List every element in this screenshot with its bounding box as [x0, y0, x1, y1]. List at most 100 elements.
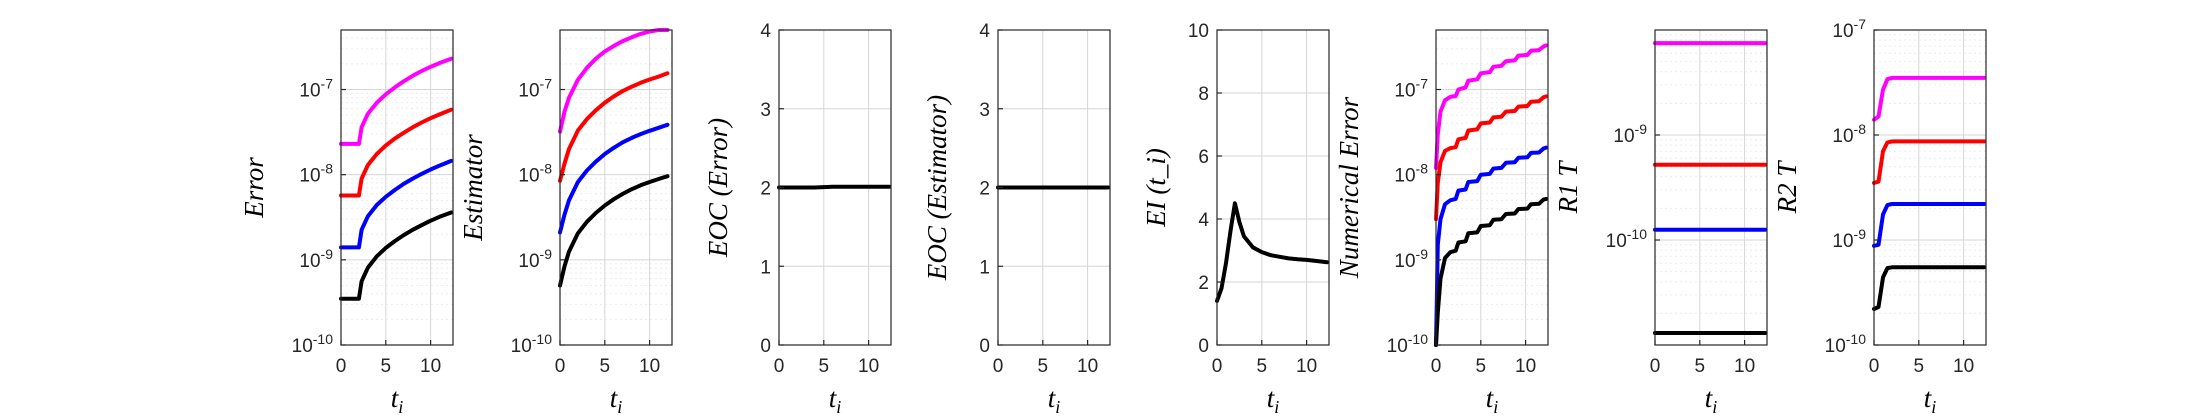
y-tick-label: 10-7	[1832, 16, 1866, 42]
y-axis-label: Estimator	[458, 134, 488, 242]
y-tick-label: 4	[979, 21, 990, 42]
x-axis-label: ti	[610, 383, 623, 417]
x-tick-label: 10	[1296, 356, 1317, 377]
x-tick-label: 5	[1695, 356, 1706, 377]
x-tick-label: 0	[993, 356, 1004, 377]
series-line-1	[558, 28, 670, 134]
x-tick-label: 5	[1914, 356, 1925, 377]
series-line-3	[1872, 202, 1987, 248]
x-tick-label: 5	[1476, 356, 1487, 377]
y-axis-label: Error	[239, 157, 269, 219]
x-axis-label: ti	[1486, 383, 1499, 417]
x-axis-label: ti	[391, 383, 404, 417]
x-axis-label: ti	[1267, 383, 1280, 417]
x-axis-label: ti	[1924, 383, 1937, 417]
y-tick-label: 10-7	[299, 76, 333, 102]
subplot-7: 0 5 10 10-10 10-9 ti R1 T	[1553, 29, 1768, 417]
y-tick-label: 10-10	[292, 331, 334, 357]
series-line-2	[1434, 94, 1549, 222]
y-tick-label: 10-10	[1825, 331, 1867, 357]
series-line-3	[558, 122, 670, 235]
series-line-4	[1434, 196, 1549, 347]
x-tick-label: 5	[1038, 356, 1049, 377]
y-tick-label: 10-9	[299, 246, 333, 272]
y-tick-label: 10-9	[1394, 246, 1428, 272]
x-tick-label: 0	[555, 356, 566, 377]
y-tick-label: 3	[979, 100, 990, 121]
y-tick-label: 10-10	[1387, 331, 1429, 357]
y-tick-label: 4	[1198, 210, 1209, 231]
x-tick-label: 10	[1515, 356, 1536, 377]
y-tick-label: 0	[1198, 336, 1209, 357]
series-line-4	[339, 210, 454, 301]
x-tick-label: 5	[600, 356, 611, 377]
y-axis-label: EOC (Error)	[703, 118, 733, 258]
x-tick-label: 10	[1734, 356, 1755, 377]
y-tick-label: 10-9	[1613, 121, 1647, 147]
y-tick-label: 2	[979, 179, 990, 200]
subplot-1: 0 5 10 10-10 10-9 10-8 10-7 ti Error	[239, 29, 454, 417]
y-axis-label: R1 T	[1553, 160, 1583, 215]
axes-box	[340, 29, 454, 346]
x-tick-label: 10	[1953, 356, 1974, 377]
y-tick-label: 10	[1188, 21, 1209, 42]
y-axis-label: EI (t_i)	[1141, 148, 1171, 228]
axes-box	[1435, 29, 1549, 346]
x-tick-label: 0	[1869, 356, 1880, 377]
y-tick-label: 10-10	[511, 331, 553, 357]
y-axis-label: EOC (Estimator)	[922, 95, 952, 281]
y-axis-label: Numerical Error	[1334, 96, 1364, 279]
y-tick-label: 8	[1198, 84, 1209, 105]
series-line-1	[777, 184, 892, 190]
x-tick-label: 0	[1650, 356, 1661, 377]
y-tick-label: 10-9	[1832, 226, 1866, 252]
x-tick-label: 5	[381, 356, 392, 377]
series-line-4	[1872, 265, 1987, 311]
series-line-1	[1872, 75, 1987, 122]
x-tick-label: 5	[1257, 356, 1268, 377]
series-line-2	[1872, 139, 1987, 185]
y-tick-label: 10-7	[1394, 76, 1428, 102]
subplot-4: 0 5 10 0 1 2 3 4 ti EOC (Estimator)	[922, 21, 1111, 417]
axes-box	[559, 29, 673, 346]
x-tick-label: 0	[774, 356, 785, 377]
y-tick-label: 10-8	[299, 161, 333, 187]
x-tick-label: 10	[858, 356, 879, 377]
y-tick-label: 0	[760, 336, 771, 357]
subplot-6: 0 5 10 10-10 10-9 10-8 10-7 ti Numerical Error	[1334, 29, 1549, 417]
y-tick-label: 1	[760, 257, 771, 278]
x-tick-label: 0	[1431, 356, 1442, 377]
x-tick-label: 10	[420, 356, 441, 377]
series-line-3	[1434, 145, 1549, 347]
x-axis-label: ti	[1705, 383, 1718, 417]
y-tick-label: 10-8	[1394, 161, 1428, 187]
series-line-2	[558, 71, 670, 183]
y-tick-label: 10-9	[518, 246, 552, 272]
y-tick-label: 0	[979, 336, 990, 357]
y-tick-label: 2	[1198, 273, 1209, 294]
x-tick-label: 10	[1077, 356, 1098, 377]
y-tick-label: 10-8	[518, 161, 552, 187]
series-line-1	[1434, 43, 1549, 170]
series-line-4	[558, 174, 670, 288]
y-tick-label: 6	[1198, 147, 1209, 168]
y-tick-label: 2	[760, 179, 771, 200]
y-tick-label: 3	[760, 100, 771, 121]
y-axis-label: R2 T	[1772, 160, 1802, 215]
series-line-2	[339, 107, 454, 198]
x-tick-label: 5	[819, 356, 830, 377]
y-tick-label: 1	[979, 257, 990, 278]
subplot-3: 0 5 10 0 1 2 3 4 ti EOC (Error)	[703, 21, 892, 417]
x-axis-label: ti	[829, 383, 842, 417]
y-tick-label: 4	[760, 21, 771, 42]
y-tick-label: 10-7	[518, 76, 552, 102]
y-tick-label: 10-8	[1832, 121, 1866, 147]
y-tick-label: 10-10	[1606, 226, 1648, 252]
series-line-3	[339, 158, 454, 250]
axes-box	[1873, 29, 1987, 346]
subplot-5: 0 5 10 0 2 4 6 8 10 ti EI (t_i)	[1141, 21, 1330, 417]
axes-box	[1216, 29, 1330, 346]
x-axis-label: ti	[1048, 383, 1061, 417]
subplot-2: 0 5 10 10-10 10-9 10-8 10-7 ti Estimator	[458, 28, 673, 417]
